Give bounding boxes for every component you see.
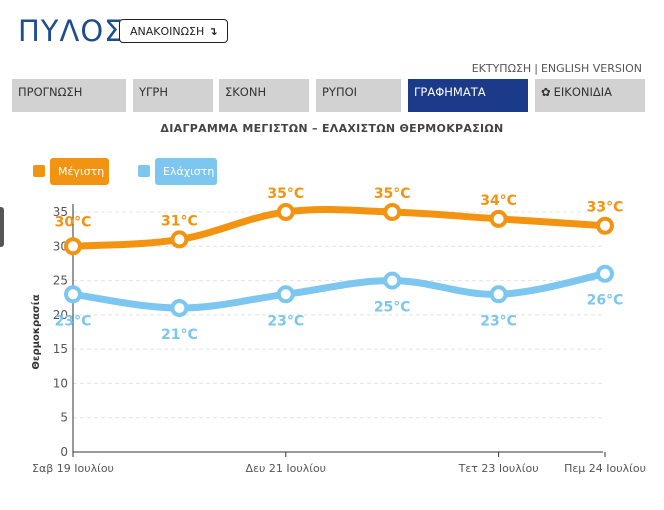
legend-min[interactable]: Ελάχιστη [155,158,217,185]
min-data-label: 21°C [161,327,198,343]
min-point [276,285,295,304]
min-point [489,285,508,304]
link-separator: | [534,62,538,75]
max-data-label: 35°C [374,186,411,202]
city-title: ΠΥΛΟΣ [18,14,124,48]
max-data-label: 33°C [587,200,624,216]
tab-pollutants[interactable]: ΡΥΠΟΙ [316,79,401,112]
max-data-label: 35°C [267,186,304,202]
print-link[interactable]: ΕΚΤΥΠΩΣΗ [471,62,532,75]
y-tick-label: 30 [53,239,68,253]
arrow-down-icon: ↴ [208,25,218,38]
max-series-line [69,206,609,250]
min-point [64,285,82,304]
tab-icons[interactable]: ✿ ΕΙΚΟΝΙΔΙΑ [535,79,645,112]
max-data-label: 34°C [480,193,517,209]
legend-max-label: Μέγιστη [58,165,105,178]
max-data-label: 31°C [161,213,198,229]
min-data-label: 25°C [374,300,411,316]
x-tick-label: Πεμ 24 Ιουλίου [564,462,646,475]
min-point [596,264,614,283]
y-tick-label: 10 [53,376,68,390]
tab-label: ΠΡΟΓΝΩΣΗ [18,85,83,99]
min-data-label: 23°C [267,313,304,329]
gear-icon: ✿ [541,85,551,99]
tab-charts[interactable]: ΓΡΑΦΗΜΑΤΑ [408,79,528,112]
tab-label: ΕΙΚΟΝΙΔΙΑ [553,85,613,99]
announcement-label: ΑΝΑΚΟΙΝΩΣΗ [130,25,205,38]
y-tick-label: 25 [53,274,68,288]
max-point [64,237,82,256]
announcement-button[interactable]: ΑΝΑΚΟΙΝΩΣΗ ↴ [119,19,229,43]
y-tick-label: 0 [60,445,68,459]
top-links: ΕΚΤΥΠΩΣΗ | ENGLISH VERSION [472,62,642,75]
tab-label: ΓΡΑΦΗΜΑΤΑ [414,85,486,99]
side-handle[interactable] [0,207,4,247]
chart-title: ΔΙΑΓΡΑΜΜΑ ΜΕΓΙΣΤΩΝ – ΕΛΑΧΙΣΤΩΝ ΘΕΡΜΟΚΡΑΣ… [160,122,504,135]
max-point [276,203,295,221]
tab-label: ΡΥΠΟΙ [322,85,358,99]
max-point [596,216,614,235]
legend-min-label: Ελάχιστη [163,165,215,178]
max-data-label: 30°C [55,214,92,230]
tab-label: ΣΚΟΝΗ [225,85,267,99]
tab-humidity[interactable]: ΥΓΡΗ [133,79,213,112]
legend-max[interactable]: Μέγιστη [50,158,109,185]
y-tick-label: 20 [53,308,68,322]
max-point [489,209,508,228]
y-axis-label: Θερμοκρασία [30,294,42,369]
min-data-label: 23°C [55,313,92,329]
tab-forecast[interactable]: ΠΡΟΓΝΩΣΗ [12,79,126,112]
min-point [170,299,189,317]
legend-max-swatch-box [33,165,45,177]
min-point [383,271,402,290]
max-point [383,203,402,221]
tab-dust[interactable]: ΣΚΟΝΗ [219,79,309,112]
max-point [170,230,189,249]
min-data-label: 26°C [587,293,624,309]
x-tick-label: Δευ 21 Ιουλίου [246,462,327,475]
tab-label: ΥΓΡΗ [139,85,169,99]
x-tick-label: Σαβ 19 Ιουλίου [32,462,114,475]
y-tick-label: 35 [53,205,68,219]
y-tick-label: 5 [60,411,68,425]
legend-min-swatch-box [138,165,150,177]
y-tick-label: 15 [53,342,68,356]
english-version-link[interactable]: ENGLISH VERSION [540,62,642,75]
x-tick-label: Τετ 23 Ιουλίου [458,462,539,475]
min-series-line [69,270,609,312]
min-data-label: 23°C [480,313,517,329]
